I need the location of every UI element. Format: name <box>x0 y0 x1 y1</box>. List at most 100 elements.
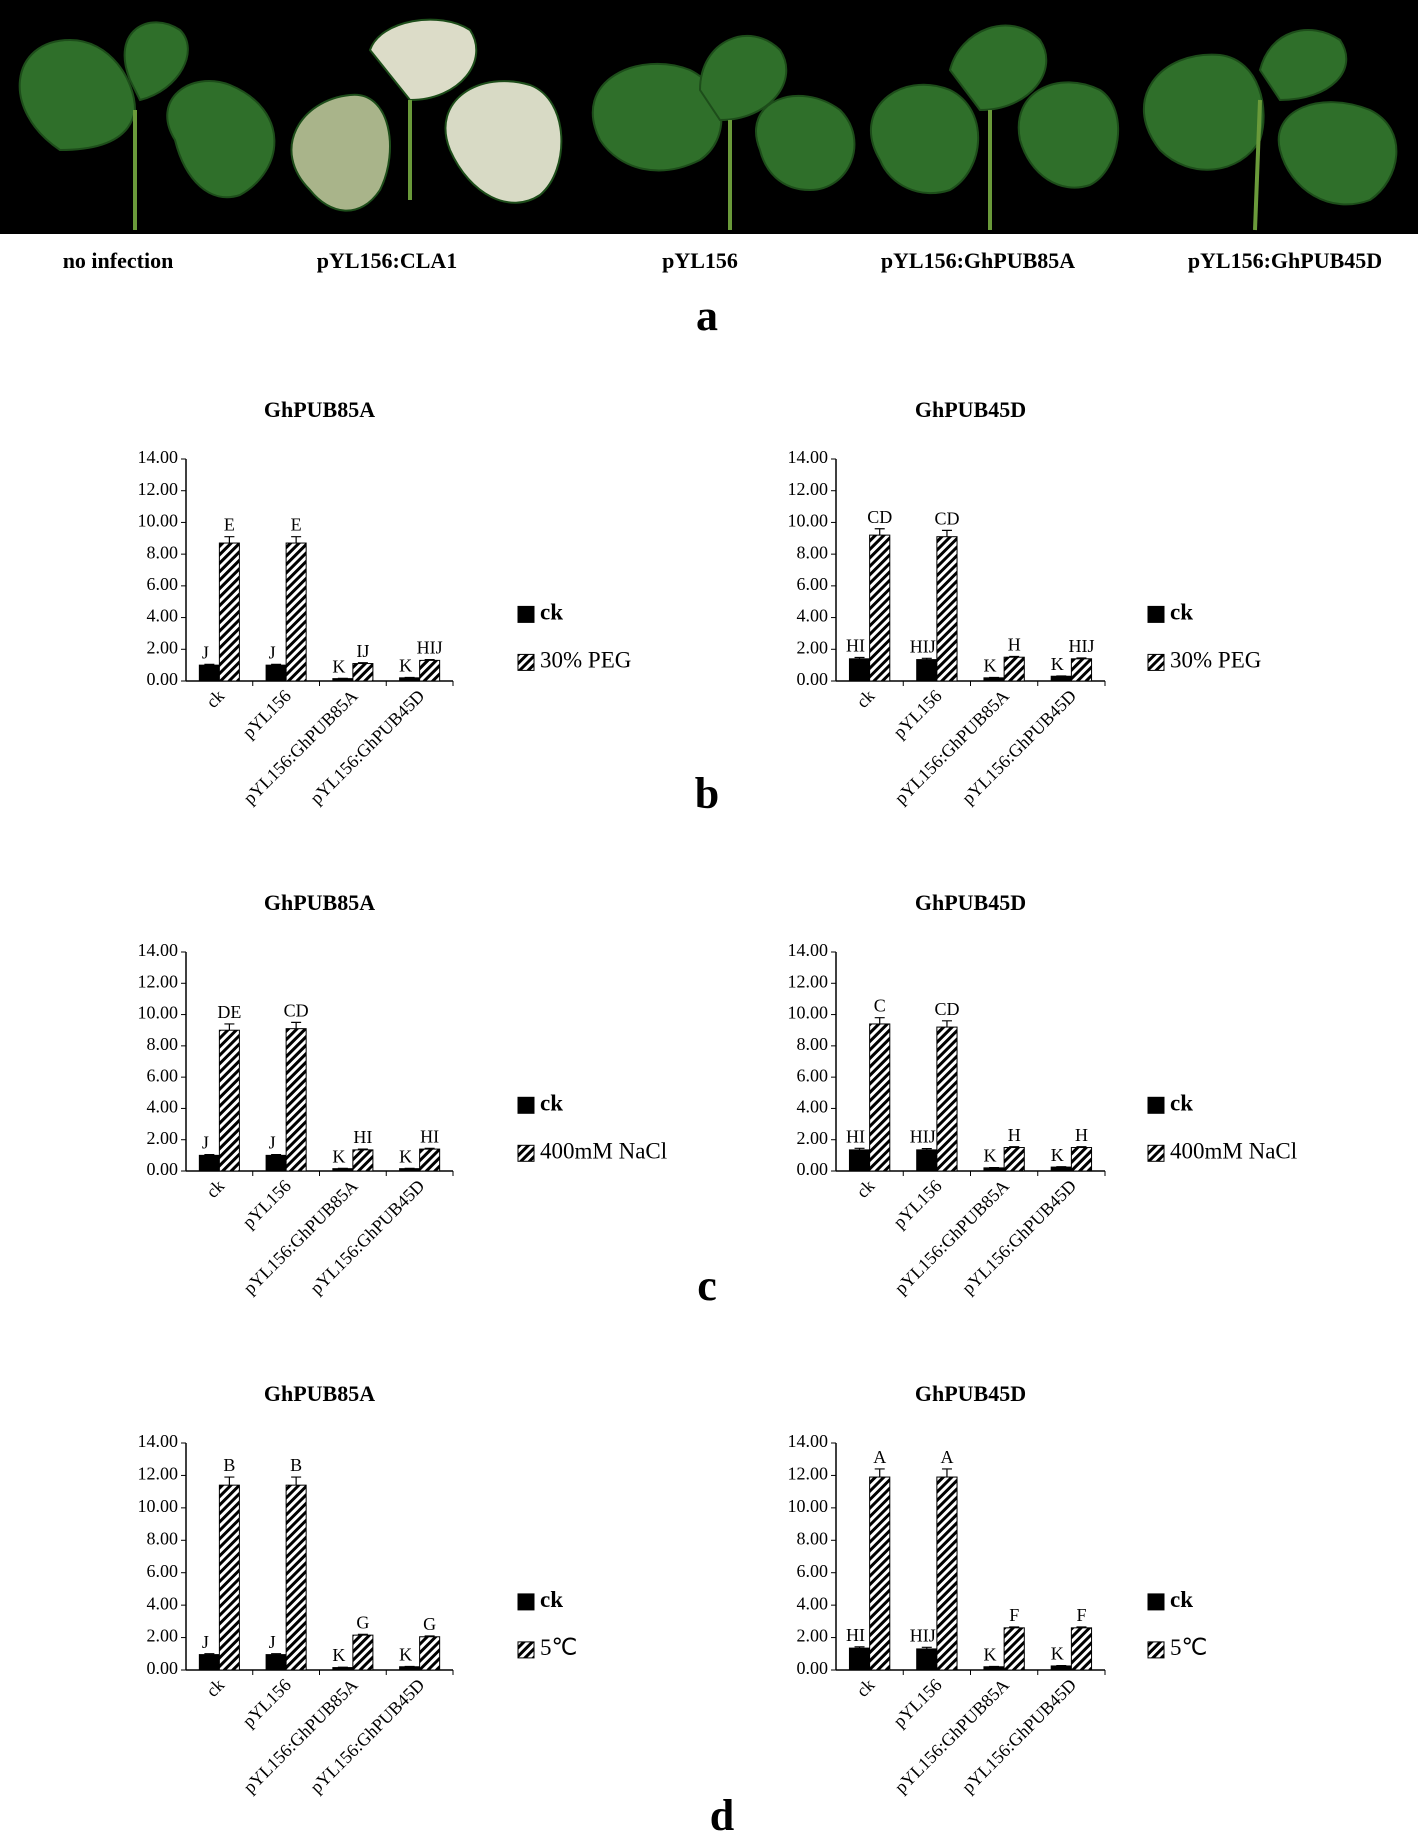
legend-label: ck <box>1170 600 1193 625</box>
significance-letter: J <box>269 642 276 662</box>
significance-letter: HI <box>353 1127 372 1147</box>
significance-letter: K <box>332 1645 345 1665</box>
y-tick-label: 4.00 <box>147 1593 179 1613</box>
panel-letter: c <box>697 1261 717 1310</box>
bar <box>218 542 240 682</box>
x-tick-label: pYL156 <box>889 1675 946 1732</box>
bar <box>916 659 938 682</box>
significance-letter: HIJ <box>1068 636 1094 656</box>
x-tick-label: pYL156 <box>889 686 946 743</box>
y-tick-label: 4.00 <box>797 606 829 626</box>
x-tick-label: pYL156 <box>238 1675 295 1732</box>
y-tick-label: 4.00 <box>797 1593 829 1613</box>
x-tick-label: pYL156:GhPUB45D <box>958 1675 1080 1797</box>
error-bar <box>357 1633 368 1636</box>
chart-title: GhPUB45D <box>915 890 1026 915</box>
error-bar <box>357 1148 368 1150</box>
error-bar <box>1076 657 1087 659</box>
y-tick-label: 14.00 <box>138 447 179 467</box>
bar <box>848 1647 871 1671</box>
y-tick-label: 2.00 <box>147 1128 179 1148</box>
y-tick-label: 8.00 <box>147 1528 179 1548</box>
legend-label: ck <box>540 600 563 625</box>
y-tick-label: 14.00 <box>138 1431 179 1451</box>
y-tick-label: 6.00 <box>147 1065 179 1085</box>
bar <box>218 1484 240 1671</box>
legend-swatch <box>1147 605 1165 623</box>
significance-letter: K <box>1051 1644 1064 1664</box>
bar <box>1070 658 1093 682</box>
significance-letter: CD <box>284 1000 309 1020</box>
significance-letter: K <box>984 1146 997 1166</box>
y-tick-label: 10.00 <box>138 511 179 531</box>
error-bar <box>941 529 952 537</box>
error-bar <box>874 1017 885 1024</box>
error-bar <box>941 1468 952 1478</box>
significance-letter: K <box>332 656 345 676</box>
x-tick-label: pYL156:GhPUB85A <box>891 1176 1013 1298</box>
bar <box>983 1167 1005 1172</box>
x-tick-label: pYL156:GhPUB85A <box>891 686 1013 808</box>
bar <box>352 663 374 682</box>
significance-letter: CD <box>934 999 959 1019</box>
bar <box>1070 1147 1093 1172</box>
significance-letter: J <box>269 1133 276 1153</box>
significance-letter: CD <box>867 507 892 527</box>
bar <box>916 1149 938 1172</box>
bar <box>332 678 354 682</box>
bar <box>419 1148 441 1172</box>
y-tick-label: 8.00 <box>147 542 179 562</box>
bar <box>983 677 1005 682</box>
y-tick-label: 4.00 <box>147 1097 179 1117</box>
bar <box>848 1149 871 1172</box>
bar-chart: GhPUB85A 0.00 2.00 4.00 6.00 8.00 10.00 12.00 14… <box>138 1381 578 1797</box>
y-tick-label: 0.00 <box>147 669 179 689</box>
error-bar <box>271 1153 282 1156</box>
significance-letter: C <box>874 996 886 1016</box>
bar <box>869 1476 891 1671</box>
legend-swatch <box>517 1641 535 1659</box>
significance-letter: B <box>290 1455 302 1475</box>
error-bar <box>424 1147 435 1150</box>
bar <box>916 1648 938 1671</box>
error-bar <box>854 1147 865 1150</box>
bar-chart: GhPUB85A 0.00 2.00 4.00 6.00 8.00 10.00 12.00 14… <box>138 397 632 808</box>
error-bar <box>271 663 282 666</box>
x-tick-label: ck <box>852 686 878 712</box>
y-tick-label: 6.00 <box>797 1065 829 1085</box>
error-bar <box>291 536 302 544</box>
chart-title: GhPUB45D <box>915 1381 1026 1406</box>
legend-label: ck <box>1170 1587 1193 1612</box>
bar <box>332 1168 354 1172</box>
error-bar <box>357 662 368 664</box>
error-bar <box>224 536 235 544</box>
legend-swatch <box>517 1593 535 1611</box>
chart-title: GhPUB85A <box>264 1381 375 1406</box>
photo-label: pYL156 <box>662 248 738 273</box>
significance-letter: H <box>1008 634 1021 654</box>
bar <box>352 1634 374 1671</box>
chart-title: GhPUB85A <box>264 890 375 915</box>
significance-letter: J <box>202 1133 209 1153</box>
bar <box>198 664 220 682</box>
bar <box>399 1168 421 1172</box>
significance-letter: H <box>1075 1125 1088 1145</box>
y-tick-label: 6.00 <box>797 1561 829 1581</box>
panel-letter: a <box>696 291 718 340</box>
bar <box>198 1154 220 1172</box>
legend-label: 5℃ <box>540 1635 577 1660</box>
significance-letter: E <box>224 515 235 535</box>
bar <box>332 1667 354 1671</box>
significance-letter: K <box>984 656 997 676</box>
y-tick-label: 12.00 <box>788 1464 829 1484</box>
y-tick-label: 10.00 <box>138 1003 179 1023</box>
y-tick-label: 8.00 <box>797 542 829 562</box>
x-tick-label: ck <box>202 1176 228 1202</box>
x-tick-label: pYL156 <box>238 1176 295 1233</box>
error-bar <box>1076 1626 1087 1628</box>
significance-letter: HIJ <box>910 1625 936 1645</box>
x-tick-label: pYL156:GhPUB85A <box>239 1176 361 1298</box>
significance-letter: F <box>1076 1605 1086 1625</box>
error-bar <box>874 528 885 536</box>
